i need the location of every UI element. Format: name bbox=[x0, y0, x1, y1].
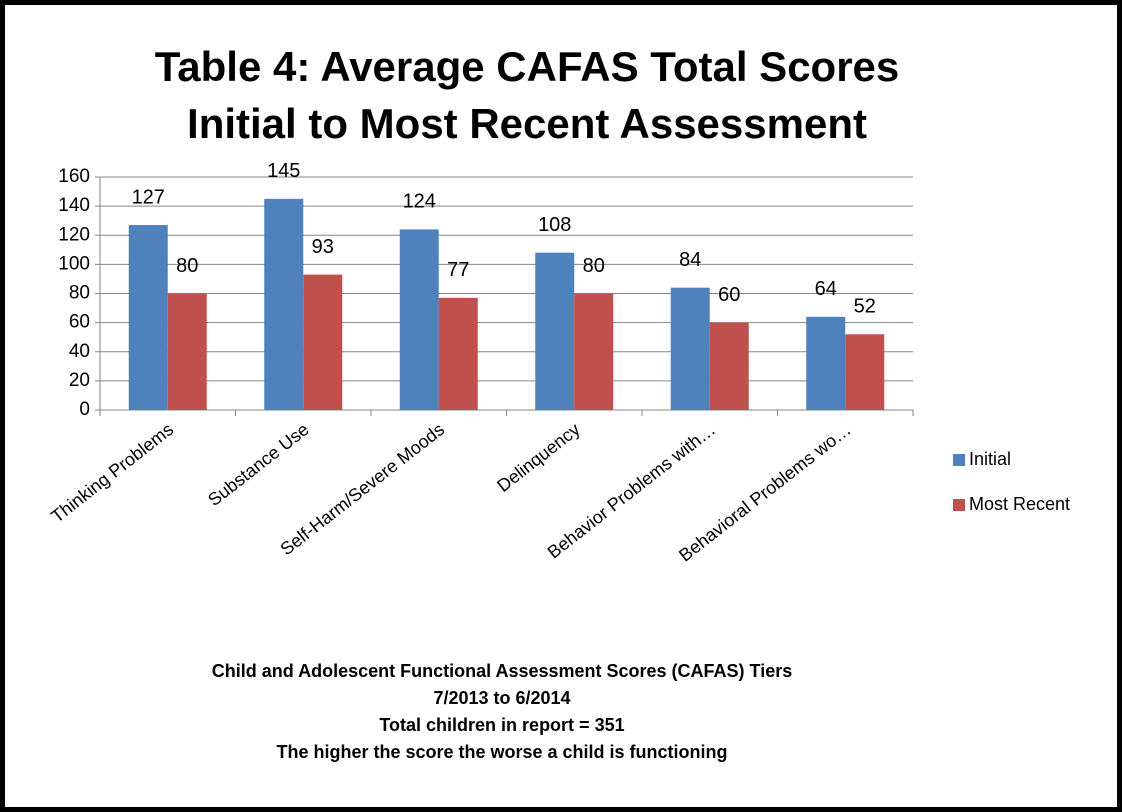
value-label: 77 bbox=[447, 259, 469, 281]
bar bbox=[303, 274, 343, 410]
value-label: 80 bbox=[583, 255, 605, 277]
bar bbox=[399, 229, 439, 410]
y-tick-label: 0 bbox=[79, 399, 90, 420]
bar bbox=[806, 316, 846, 410]
value-label: 84 bbox=[679, 249, 701, 271]
value-label: 127 bbox=[132, 186, 165, 208]
chart-title: Table 4: Average CAFAS Total Scores bbox=[155, 43, 900, 90]
legend-label: Initial bbox=[969, 449, 1011, 469]
value-label: 52 bbox=[854, 296, 876, 318]
note: 7/2013 to 6/2014 bbox=[433, 688, 570, 708]
note: The higher the score the worse a child i… bbox=[276, 742, 727, 762]
y-tick-label: 100 bbox=[58, 253, 90, 274]
bar bbox=[128, 225, 168, 410]
value-label: 80 bbox=[176, 255, 198, 277]
y-tick-label: 160 bbox=[58, 166, 90, 187]
bar bbox=[438, 297, 478, 410]
bar bbox=[574, 293, 614, 410]
legend-swatch bbox=[953, 454, 965, 466]
y-tick-label: 20 bbox=[69, 370, 90, 391]
bar bbox=[709, 322, 749, 410]
bar bbox=[264, 198, 304, 410]
value-label: 145 bbox=[267, 160, 300, 182]
y-tick-label: 120 bbox=[58, 224, 90, 245]
y-tick-label: 60 bbox=[69, 312, 90, 333]
value-label: 124 bbox=[403, 191, 436, 213]
note: Total children in report = 351 bbox=[379, 715, 624, 735]
bar bbox=[535, 252, 575, 410]
y-tick-label: 140 bbox=[58, 195, 90, 216]
y-tick-label: 40 bbox=[69, 341, 90, 362]
legend-label: Most Recent bbox=[969, 494, 1070, 514]
legend-swatch bbox=[953, 499, 965, 511]
value-label: 64 bbox=[815, 278, 837, 300]
bar bbox=[845, 334, 885, 410]
value-label: 108 bbox=[538, 214, 571, 236]
y-tick-label: 80 bbox=[69, 283, 90, 304]
bar bbox=[167, 293, 207, 410]
bar bbox=[670, 287, 710, 410]
value-label: 60 bbox=[718, 284, 740, 306]
chart-title: Initial to Most Recent Assessment bbox=[187, 100, 867, 147]
note: Child and Adolescent Functional Assessme… bbox=[212, 661, 792, 681]
value-label: 93 bbox=[312, 236, 334, 258]
